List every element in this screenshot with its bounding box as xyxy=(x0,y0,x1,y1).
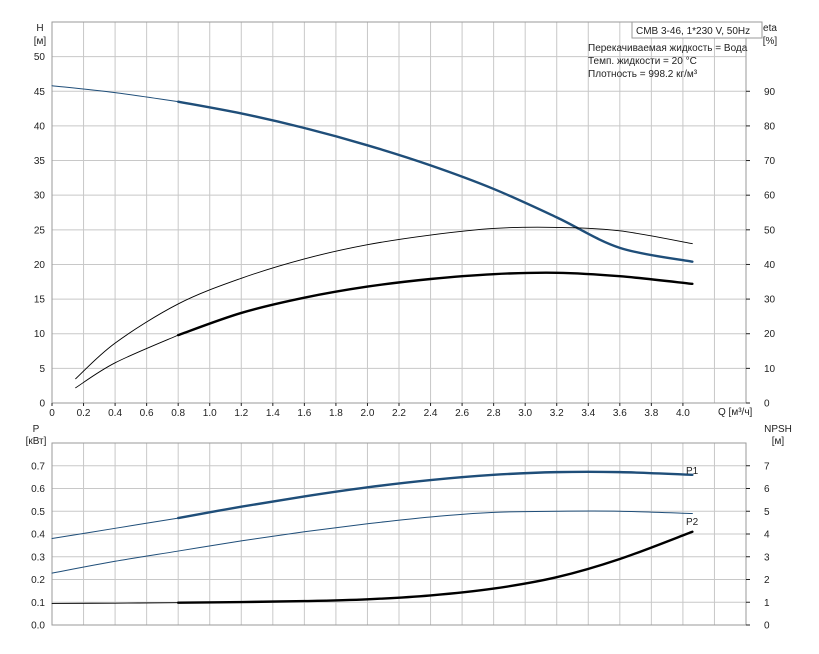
bottom-right-axis-unit: [м] xyxy=(772,436,785,447)
x-tick-label: 3.4 xyxy=(581,408,595,419)
bottom-curve-3 xyxy=(51,602,179,604)
y-left-tick-label: 0 xyxy=(39,399,45,410)
p-tick-label: 0.0 xyxy=(31,621,45,632)
p-tick-label: 0.7 xyxy=(31,461,45,472)
x-tick-labels: 0 0.2 0.4 0.6 0.8 1.0 1.2 1.4 1.6 1.8 2.0 2.2 2.4 2.6… xyxy=(49,403,690,419)
y-left-tick-label: 30 xyxy=(34,191,46,202)
top-right-tick-labels: 0 10 20 30 40 50 60 70 80 90 xyxy=(746,87,776,410)
x-tick-label: 3.2 xyxy=(550,408,564,419)
top-right-axis-title: eta xyxy=(763,23,777,34)
y-right-tick-label: 90 xyxy=(764,87,776,98)
y-right-tick-label: 60 xyxy=(764,191,776,202)
top-left-axis-title: H xyxy=(36,23,43,34)
x-tick-label: 3.0 xyxy=(518,408,532,419)
x-tick-label: 2.4 xyxy=(424,408,438,419)
top-left-tick-labels: 0 5 10 15 20 25 30 35 40 45 50 xyxy=(34,52,46,409)
x-tick-label: 0.8 xyxy=(171,408,185,419)
top-panel: H [м] eta [%] 0 5 10 15 20 25 30 35 40 45 50 0 10 20… xyxy=(34,21,778,419)
y-right-tick-label: 50 xyxy=(764,225,776,236)
y-right-tick-label: 30 xyxy=(764,295,776,306)
x-tick-label: 1.8 xyxy=(329,408,343,419)
top-curve-1 xyxy=(176,100,694,263)
y-left-tick-label: 10 xyxy=(34,329,46,340)
top-curve-2 xyxy=(75,226,693,380)
x-tick-label: 0 xyxy=(49,408,55,419)
y-right-tick-label: 0 xyxy=(764,399,770,410)
y-left-tick-label: 45 xyxy=(34,87,46,98)
bottom-curve-4 xyxy=(176,530,694,604)
top-curve-0 xyxy=(51,85,179,103)
bottom-left-tick-labels: 0.0 0.1 0.2 0.3 0.4 0.5 0.6 0.7 xyxy=(31,461,45,631)
p-tick-label: 0.6 xyxy=(31,484,45,495)
info-box-frame xyxy=(631,21,763,39)
info-box-title: CMB 3-46, 1*230 V, 50Hz xyxy=(636,26,750,37)
info-line-temperature: Темп. жидкости = 20 °C xyxy=(588,56,697,67)
x-tick-label: 1.4 xyxy=(266,408,280,419)
npsh-tick-label: 0 xyxy=(764,621,770,632)
x-tick-label: 1.2 xyxy=(234,408,248,419)
bottom-panel: P [кВт] NPSH [м] 0.00.10.20.30.40.50.60.… xyxy=(26,424,792,632)
x-axis-title: Q [м³/ч] xyxy=(718,407,753,418)
x-tick-label: 0.2 xyxy=(77,408,91,419)
x-tick-label: 1.6 xyxy=(297,408,311,419)
p-tick-label: 0.1 xyxy=(31,598,45,609)
y-left-tick-label: 25 xyxy=(34,225,46,236)
info-box: CMB 3-46, 1*230 V, 50Hz xyxy=(631,21,763,39)
info-line-density: Плотность = 998.2 кг/м³ xyxy=(588,69,698,80)
bottom-curve-1 xyxy=(176,470,694,520)
y-left-tick-label: 50 xyxy=(34,52,46,63)
top-curve-3 xyxy=(75,334,179,389)
y-right-tick-label: 70 xyxy=(764,156,776,167)
info-line-liquid: Перекачиваемая жидкость = Вода xyxy=(588,43,748,54)
x-tick-label: 2.2 xyxy=(392,408,406,419)
y-left-tick-label: 20 xyxy=(34,260,46,271)
x-tick-label: 2.6 xyxy=(455,408,469,419)
bottom-curve-0 xyxy=(51,517,179,540)
x-tick-label: 3.8 xyxy=(644,408,658,419)
npsh-tick-label: 7 xyxy=(764,461,770,472)
npsh-tick-label: 3 xyxy=(764,552,770,563)
x-tick-label: 2.0 xyxy=(361,408,375,419)
x-tick-label: 0.4 xyxy=(108,408,122,419)
x-tick-label: 3.6 xyxy=(613,408,627,419)
bottom-curve-2 xyxy=(51,510,693,574)
y-right-tick-label: 20 xyxy=(764,329,776,340)
p-tick-label: 0.2 xyxy=(31,575,45,586)
x-tick-label: 0.6 xyxy=(140,408,154,419)
y-left-tick-label: 15 xyxy=(34,295,46,306)
bottom-right-tick-labels: 0 1 2 3 4 5 6 7 xyxy=(746,461,770,632)
bottom-right-axis-title: NPSH xyxy=(764,424,792,435)
p-tick-label: 0.5 xyxy=(31,507,45,518)
top-right-axis-unit: [%] xyxy=(763,36,778,47)
y-left-tick-label: 5 xyxy=(39,364,45,375)
y-right-tick-label: 10 xyxy=(764,364,776,375)
bottom-series xyxy=(51,470,694,604)
p-tick-label: 0.4 xyxy=(31,530,45,541)
bottom-left-axis-unit: [кВт] xyxy=(26,436,47,447)
top-curve-4 xyxy=(176,271,694,337)
bottom-left-axis-title: P xyxy=(33,424,40,435)
p1-series-label: P1 xyxy=(686,466,699,477)
x-tick-label: 1.0 xyxy=(203,408,217,419)
p2-series-label: P2 xyxy=(686,517,699,528)
y-right-tick-label: 40 xyxy=(764,260,776,271)
npsh-tick-label: 5 xyxy=(764,507,770,518)
npsh-tick-label: 6 xyxy=(764,484,770,495)
y-left-tick-label: 35 xyxy=(34,156,46,167)
npsh-tick-label: 4 xyxy=(764,530,770,541)
y-left-tick-label: 40 xyxy=(34,121,46,132)
top-series xyxy=(51,85,694,389)
x-tick-label: 2.8 xyxy=(487,408,501,419)
x-tick-label: 4.0 xyxy=(676,408,690,419)
y-right-tick-label: 80 xyxy=(764,121,776,132)
npsh-tick-label: 2 xyxy=(764,575,770,586)
npsh-tick-label: 1 xyxy=(764,598,770,609)
top-left-axis-unit: [м] xyxy=(34,36,47,47)
p-tick-label: 0.3 xyxy=(31,552,45,563)
